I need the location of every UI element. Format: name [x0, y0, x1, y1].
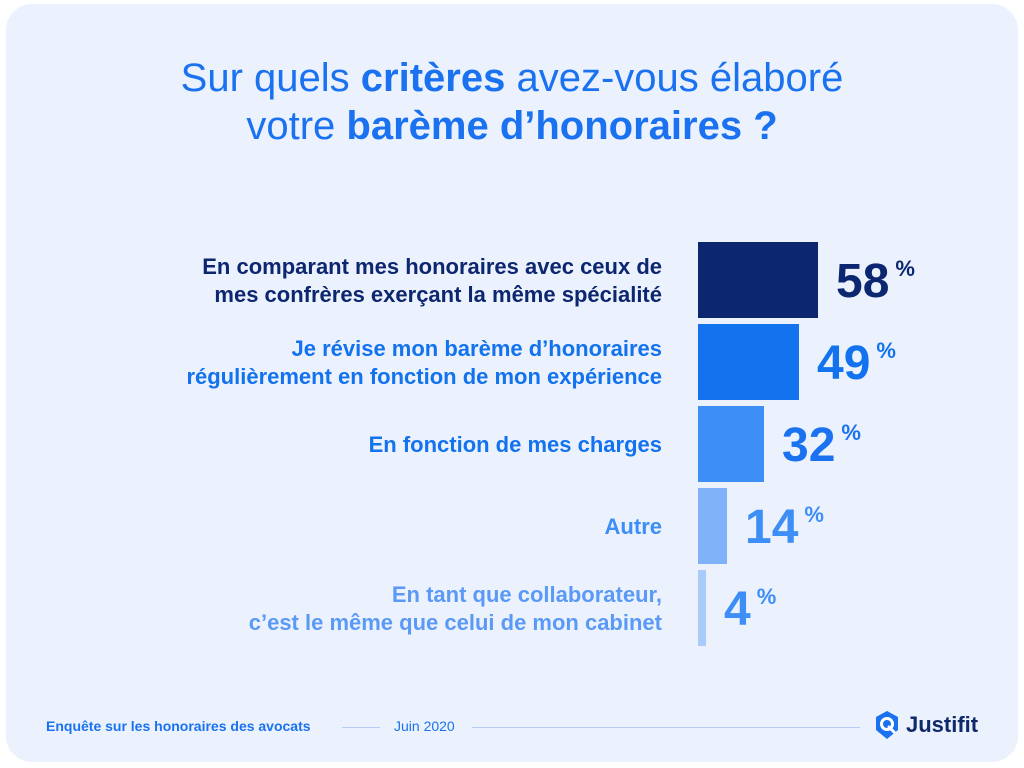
percent-sign-0: % [895, 256, 915, 281]
survey-date: Juin 2020 [394, 718, 455, 734]
value-label-3: 14 [745, 501, 799, 554]
percent-sign-2: % [841, 420, 861, 445]
justifit-logo-icon [876, 711, 898, 739]
chart-title-line-1: Sur quels critères avez-vous élaboré [180, 56, 844, 100]
bar-3 [698, 488, 727, 564]
bar-1 [698, 324, 799, 400]
percent-sign-4: % [757, 584, 777, 609]
category-label-line: En comparant mes honoraires avec ceux de [202, 254, 662, 279]
percent-sign-3: % [804, 502, 824, 527]
bar-0 [698, 242, 818, 318]
category-label-3: Autre [62, 513, 662, 541]
chart-title-line-2: votre barème d’honoraires ? [246, 104, 778, 148]
justifit-logo: Justifit [874, 708, 978, 742]
survey-caption: Enquête sur les honoraires des avocats [46, 718, 311, 734]
category-label-line: Autre [604, 514, 662, 539]
value-label-1: 49 [817, 337, 870, 390]
category-label-line: c’est le même que celui de mon cabinet [248, 610, 662, 635]
category-label-0: En comparant mes honoraires avec ceux de… [62, 253, 662, 309]
value-label-0: 58 [836, 255, 889, 308]
value-label-4: 4 [724, 583, 751, 636]
category-label-line: En fonction de mes charges [368, 432, 662, 457]
infographic-card: Sur quels critères avez-vous élaboré vot… [6, 4, 1018, 762]
percent-sign-1: % [876, 338, 896, 363]
footer-divider-left [342, 727, 380, 728]
category-label-line: En tant que collaborateur, [391, 582, 662, 607]
category-label-4: En tant que collaborateur, c’est le même … [62, 581, 662, 637]
category-label-line: régulièrement en fonction de mon expérie… [186, 364, 662, 389]
bar-4 [698, 570, 706, 646]
category-label-line: mes confrères exerçant la même spécialit… [214, 282, 662, 307]
category-label-line: Je révise mon barème d’honoraires [291, 336, 663, 361]
brand-name: Justifit [906, 712, 979, 737]
bar-2 [698, 406, 764, 482]
category-label-2: En fonction de mes charges [62, 431, 662, 459]
category-label-1: Je révise mon barème d’honoraires réguliè… [62, 335, 662, 391]
footer-divider-right [472, 727, 860, 728]
value-label-2: 32 [782, 419, 835, 472]
bar-chart: 58 %49 %32 %14 %4% [698, 242, 915, 646]
